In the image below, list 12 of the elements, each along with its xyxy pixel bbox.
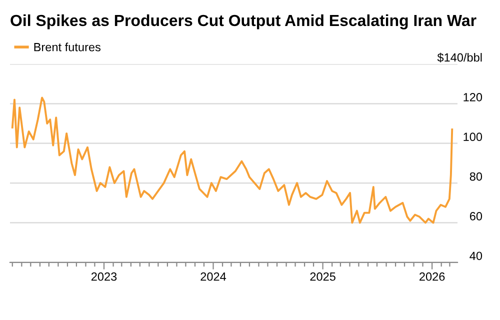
y-tick-label: 120	[464, 92, 482, 102]
y-tick-label: 40	[470, 252, 482, 260]
x-tick-label: 2025	[310, 272, 336, 281]
legend-label: Brent futures	[34, 42, 100, 52]
x-tick-label: 2026	[420, 272, 445, 281]
y-tick-label: 100	[464, 132, 482, 142]
y-tick-label: 60	[470, 212, 482, 220]
chart-title: Oil Spikes as Producers Cut Output Amid Escalating Iran War	[10, 14, 476, 30]
x-tick-label: 2024	[200, 272, 226, 281]
y-tick-label: 80	[470, 172, 482, 181]
y-tick-label: $140/bbl	[437, 52, 482, 62]
x-tick-label: 2023	[91, 272, 117, 281]
